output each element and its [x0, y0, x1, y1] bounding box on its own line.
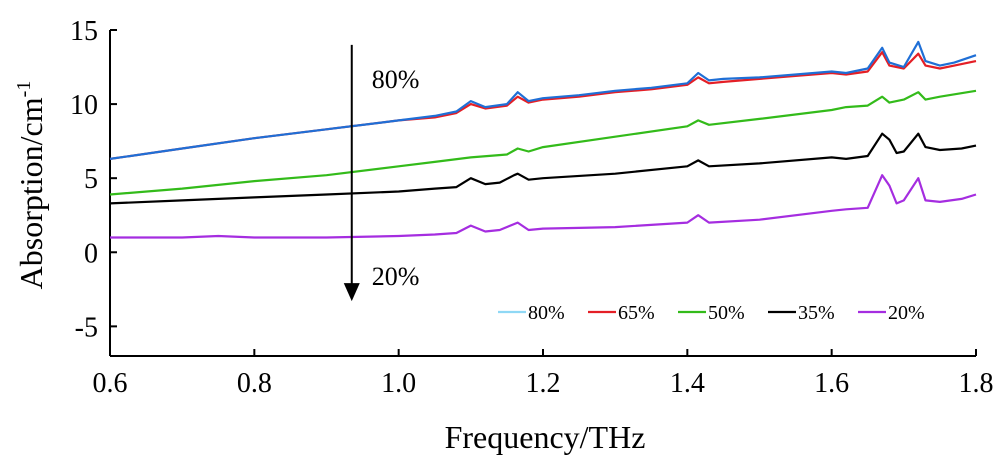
series-line-80pct — [109, 40, 977, 160]
x-tick-label: 1.6 — [814, 368, 849, 399]
x-tick-label: 1.8 — [959, 368, 994, 399]
x-tick-label: 1.0 — [381, 368, 416, 399]
series-lines — [109, 40, 977, 239]
y-tick-label: 5 — [84, 164, 98, 195]
annotation-bottom-label: 20% — [372, 262, 420, 291]
series-line-35pct — [109, 132, 977, 205]
legend: 80% 65% 50% 35% 20% — [498, 302, 925, 324]
x-tick-label: 0.8 — [237, 368, 272, 399]
series-line-20pct — [110, 174, 977, 239]
trend-arrow-head — [343, 283, 360, 302]
legend-label: 35% — [798, 302, 835, 324]
annotations: 80% 20% — [343, 44, 420, 302]
y-tick-label: 0 — [84, 238, 98, 269]
x-tick-label: 0.6 — [93, 368, 128, 399]
legend-label: 65% — [618, 302, 655, 324]
y-axis-title-superscript: -1 — [13, 81, 35, 98]
axes: -5 0 5 10 15 0.6 0.8 1.0 1.2 1.4 1.6 1.8 — [70, 16, 994, 399]
legend-label: 50% — [708, 302, 745, 324]
series-line-50pct — [109, 89, 977, 196]
legend-label: 20% — [888, 302, 925, 324]
annotation-top-label: 80% — [372, 65, 420, 94]
x-tick-label: 1.2 — [526, 368, 561, 399]
y-axis-title: Absorption/cm-1 — [13, 81, 49, 290]
legend-label: 80% — [528, 302, 565, 324]
y-tick-label: -5 — [75, 312, 98, 343]
y-axis-title-main: Absorption/cm — [13, 97, 49, 289]
y-tick-label: 10 — [70, 90, 98, 121]
x-axis-title: Frequency/THz — [445, 419, 646, 455]
series-line-65pct — [109, 51, 977, 160]
x-tick-label: 1.4 — [670, 368, 705, 399]
y-tick-label: 15 — [70, 16, 98, 47]
